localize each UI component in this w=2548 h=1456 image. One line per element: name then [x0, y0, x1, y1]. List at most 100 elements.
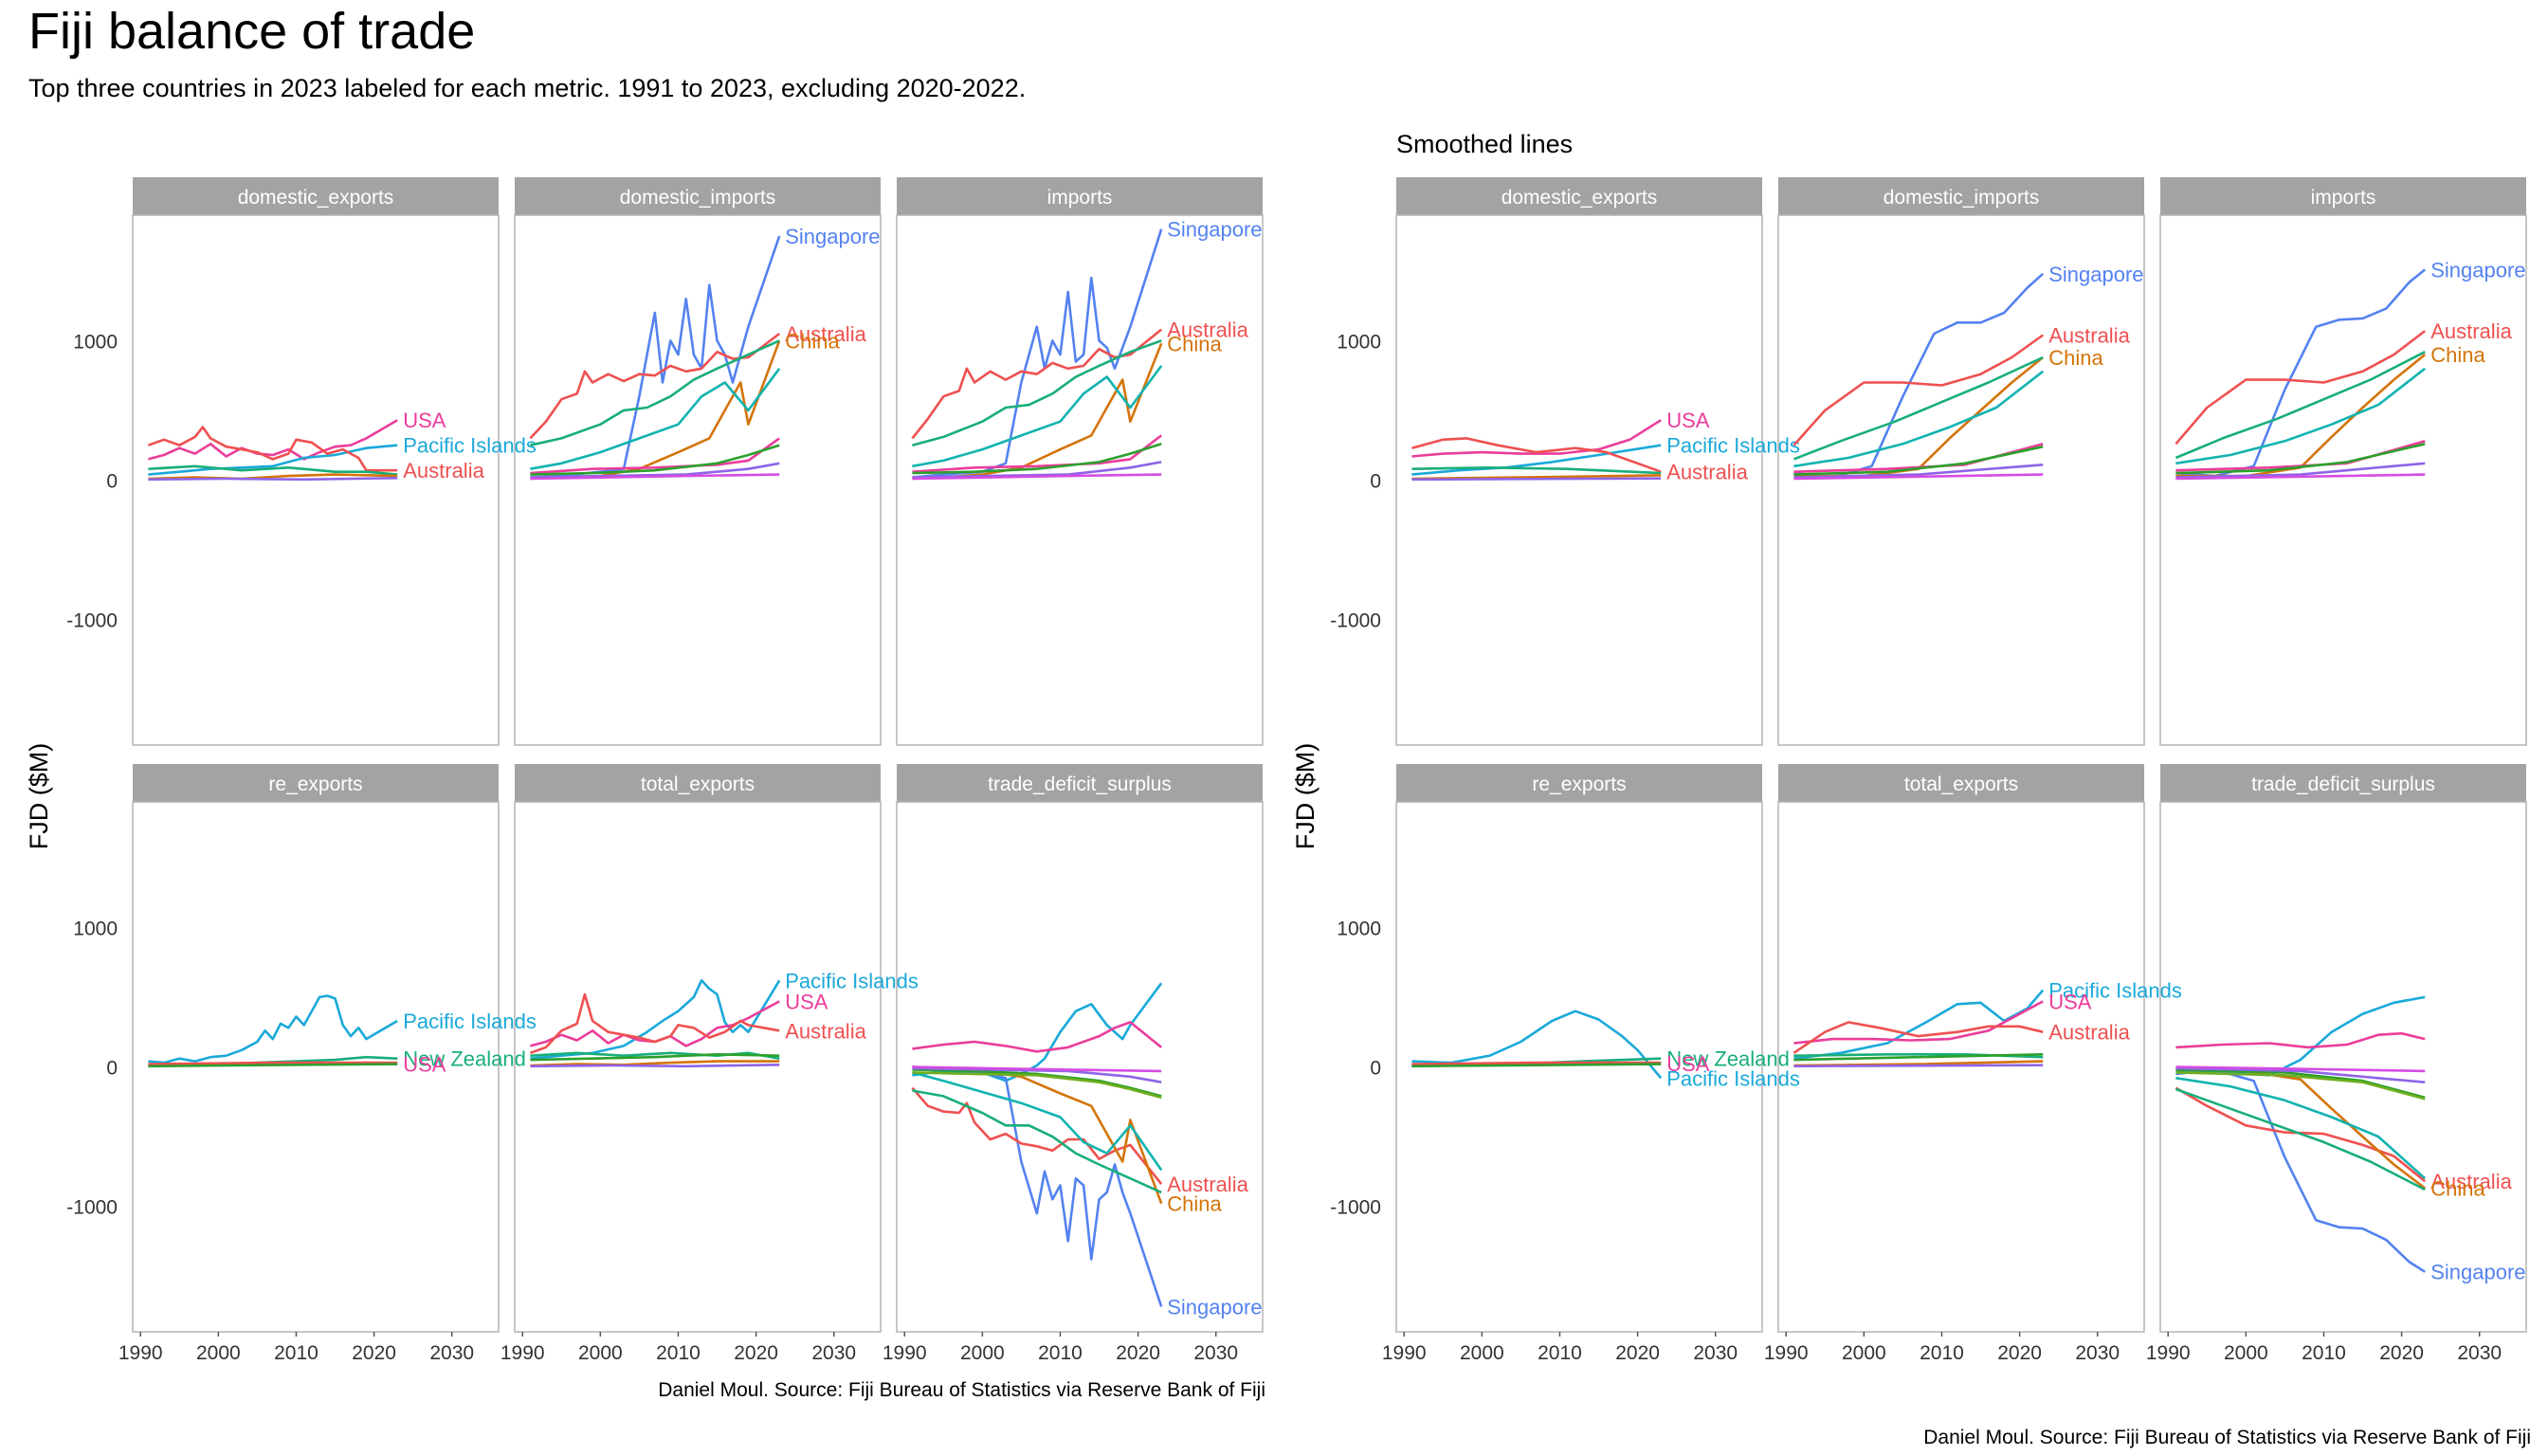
facet-strip-label: domestic_exports — [238, 187, 394, 209]
panel-border — [514, 214, 882, 746]
x-tick-label: 2030 — [2457, 1342, 2502, 1364]
facet-strip — [897, 764, 1263, 802]
series-line — [1793, 1021, 2044, 1054]
series-end-label: Singapore — [1167, 1296, 1262, 1320]
x-tick-label: 1990 — [500, 1342, 545, 1364]
y-tick-label: -1000 — [1330, 1197, 1381, 1219]
facet-strip — [1778, 177, 2144, 215]
series-line — [1411, 444, 1662, 476]
x-tick-label: 2010 — [1038, 1342, 1083, 1364]
facet-strip — [897, 177, 1263, 215]
series-line — [1411, 419, 1662, 458]
series-group — [529, 235, 781, 481]
x-tick-label: 1990 — [1764, 1342, 1809, 1364]
y-axis-title-left: FJD ($M) — [25, 743, 53, 849]
series-line — [912, 982, 1163, 1083]
series-line — [2175, 1068, 2426, 1100]
y-tick-label: -1000 — [66, 610, 118, 632]
x-tick-label: 2000 — [2224, 1342, 2268, 1364]
series-line — [147, 426, 398, 472]
series-line — [1793, 464, 2044, 479]
series-line — [148, 444, 398, 476]
series-line — [1411, 1061, 1662, 1065]
x-tick-label: 2020 — [352, 1342, 396, 1364]
y-tick-label: 0 — [106, 471, 118, 493]
series-line — [911, 1086, 1163, 1185]
series-line — [530, 462, 780, 479]
facet-strip — [515, 177, 881, 215]
facet-strip-label: trade_deficit_surplus — [2251, 774, 2435, 795]
series-line — [1793, 334, 2044, 446]
facet-strip-label: re_exports — [268, 774, 362, 795]
series-line — [2175, 443, 2426, 475]
facet-strip-label: imports — [1047, 187, 1113, 209]
x-tick-label: 2020 — [1116, 1342, 1160, 1364]
series-line — [912, 1021, 1163, 1053]
series-end-label: Australia — [2430, 1170, 2512, 1193]
facet-strip — [2160, 764, 2526, 802]
series-line — [912, 228, 1163, 479]
series-end-label: Singapore — [2430, 258, 2525, 282]
facet-strip-label: domestic_imports — [620, 187, 776, 209]
facet-strip — [133, 764, 499, 802]
panel-border — [1777, 801, 2145, 1333]
series-line — [1411, 1010, 1663, 1080]
panel-border — [1777, 214, 2145, 746]
panel-border — [1395, 214, 1763, 746]
series-end-label: Australia — [785, 322, 866, 346]
y-tick-label: 0 — [106, 1058, 118, 1080]
series-line — [2175, 1087, 2426, 1192]
series-end-label: China — [2430, 1176, 2485, 1200]
smoothed-section-title: Smoothed lines — [1396, 130, 1573, 158]
series-group — [147, 419, 398, 482]
series-line — [2175, 1086, 2427, 1183]
series-line — [1793, 355, 2044, 461]
series-group — [1793, 989, 2045, 1068]
series-end-label: Singapore — [2430, 1261, 2525, 1284]
series-end-label: USA — [403, 409, 446, 432]
x-tick-label: 2030 — [2075, 1342, 2120, 1364]
series-line — [912, 1068, 1162, 1098]
series-end-label: Australia — [2048, 324, 2130, 348]
series-line — [530, 473, 780, 481]
series-end-label: USA — [1666, 409, 1710, 432]
x-tick-label: 2010 — [656, 1342, 701, 1364]
series-line — [530, 1051, 780, 1060]
series-line — [529, 332, 780, 440]
series-group — [2175, 995, 2427, 1273]
series-line — [912, 1071, 1163, 1172]
series-line — [2175, 995, 2426, 1077]
x-tick-label: 2000 — [1460, 1342, 1504, 1364]
y-tick-label: 1000 — [73, 331, 118, 353]
facet-strip-label: trade_deficit_surplus — [988, 774, 1172, 795]
y-axis-title-right: FJD ($M) — [1291, 743, 1320, 849]
series-line — [912, 1065, 1163, 1307]
series-end-label: Pacific Islands — [403, 434, 537, 458]
series-end-label: Australia — [403, 459, 484, 482]
panel-border — [2159, 214, 2527, 746]
series-line — [1793, 989, 2045, 1060]
series-line — [1793, 370, 2044, 468]
panel-border — [896, 801, 1264, 1333]
series-end-label: USA — [785, 990, 828, 1013]
x-tick-label: 2000 — [960, 1342, 1005, 1364]
series-line — [530, 339, 780, 446]
series-line — [1793, 473, 2044, 481]
x-tick-label: 2020 — [2379, 1342, 2424, 1364]
panel-border — [1395, 801, 1763, 1333]
series-end-label: China — [1167, 1192, 1222, 1216]
series-line — [912, 443, 1162, 475]
y-tick-label: 0 — [1370, 471, 1381, 493]
series-end-label: Australia — [1167, 1173, 1248, 1196]
facet-strip — [1396, 764, 1762, 802]
series-line — [912, 1065, 1162, 1073]
series-end-label: Singapore — [1167, 218, 1262, 242]
series-end-label: New Zealand — [403, 1047, 526, 1071]
series-end-label: China — [785, 329, 840, 353]
x-tick-label: 2000 — [578, 1342, 623, 1364]
series-line — [912, 1089, 1162, 1194]
series-line — [1793, 445, 2044, 476]
